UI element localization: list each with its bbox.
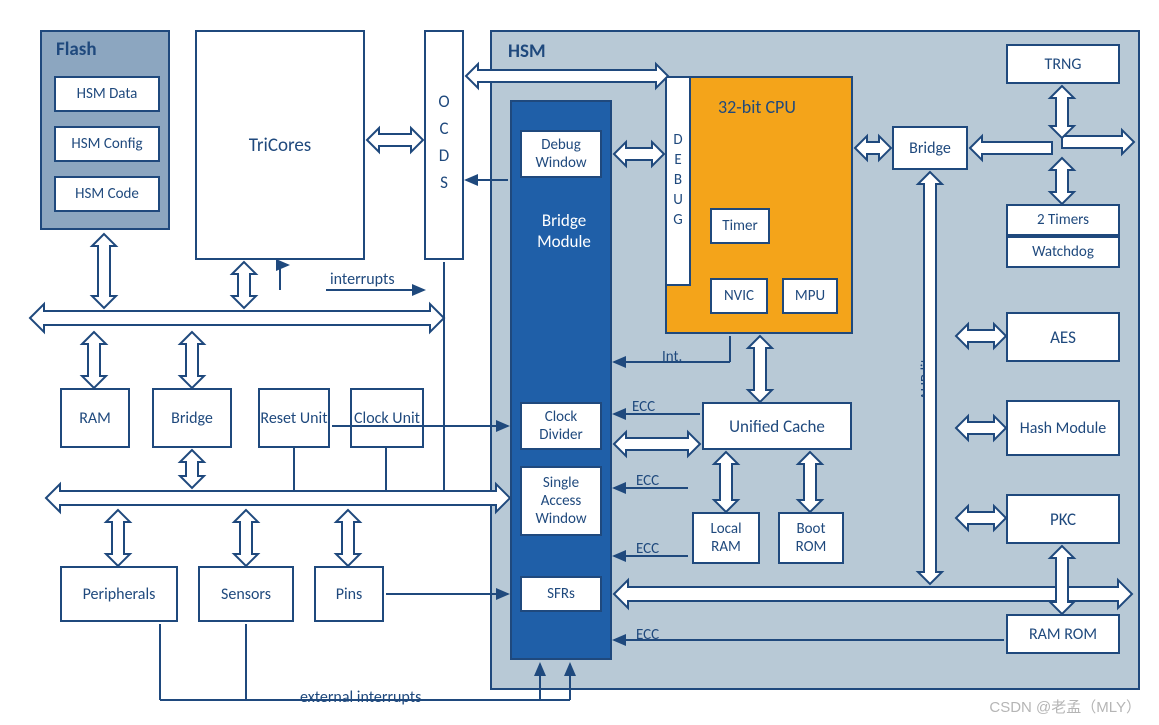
clock-divider-box: Clock Divider: [520, 402, 602, 450]
ocds-box: OCDS: [424, 30, 464, 260]
hsm-bridge-box: Bridge: [892, 126, 968, 170]
unified-cache-box: Unified Cache: [702, 402, 852, 450]
tricores-box: TriCores: [195, 30, 365, 260]
ecc-label-2: ECC: [636, 472, 659, 490]
bridge-module-title: Bridge Module: [524, 210, 604, 252]
interrupts-label: interrupts: [330, 270, 395, 289]
hash-box: Hash Module: [1006, 400, 1120, 456]
axi-label: AXI: [638, 436, 658, 454]
sensors-box: Sensors: [198, 566, 294, 622]
sri-label: SRI: [200, 310, 219, 328]
apb-label: APB: [1022, 138, 1045, 155]
timers2-box: 2 Timers: [1006, 204, 1120, 236]
pkc-box: PKC: [1006, 494, 1120, 544]
ecc-label-3: ECC: [636, 540, 659, 558]
spb-label: SPB: [270, 488, 293, 506]
flash-title: Flash: [56, 38, 97, 61]
ram-box: RAM: [60, 388, 130, 448]
boot-rom-box: Boot ROM: [778, 512, 844, 564]
flash-item-code: HSM Code: [54, 176, 160, 212]
ecc-label-4: ECC: [636, 626, 659, 644]
int-label: Int.: [662, 348, 682, 366]
bridge-left-box: Bridge: [152, 388, 232, 448]
watchdog-box: Watchdog: [1006, 236, 1120, 268]
flash-box: Flash HSM Data HSM Config HSM Code: [40, 30, 170, 230]
flash-item-data: HSM Data: [54, 76, 160, 112]
cpu-title: 32-bit CPU: [718, 96, 796, 118]
cpu-timer-box: Timer: [710, 208, 770, 244]
trng-box: TRNG: [1006, 44, 1120, 84]
local-ram-box: Local RAM: [692, 512, 760, 564]
ahb-label: AHB lite: [918, 351, 936, 400]
hsm-title: HSM: [508, 40, 546, 63]
ramrom-box: RAM ROM: [1006, 614, 1120, 654]
peripherals-box: Peripherals: [60, 566, 178, 622]
aes-box: AES: [1006, 312, 1120, 362]
ext-interrupts-label: external interrupts: [300, 688, 421, 707]
cpu-debug-label: DEBUG: [669, 131, 687, 231]
sfrs-box: SFRs: [520, 576, 602, 612]
clock-unit-box: Clock Unit: [350, 388, 424, 448]
watermark-text: CSDN @老孟（MLY）: [989, 696, 1141, 717]
flash-item-config: HSM Config: [54, 126, 160, 162]
cpu-nvic-box: NVIC: [710, 278, 768, 314]
cpu-debug-box: DEBUG: [665, 76, 691, 286]
ecc-label-1: ECC: [632, 398, 655, 416]
ocds-label: OCDS: [434, 91, 455, 199]
debug-window-box: Debug Window: [520, 130, 602, 178]
pins-box: Pins: [314, 566, 384, 622]
cpu-mpu-box: MPU: [782, 278, 838, 314]
reset-unit-box: Reset Unit: [258, 388, 330, 448]
single-access-window-box: Single Access Window: [520, 466, 602, 536]
